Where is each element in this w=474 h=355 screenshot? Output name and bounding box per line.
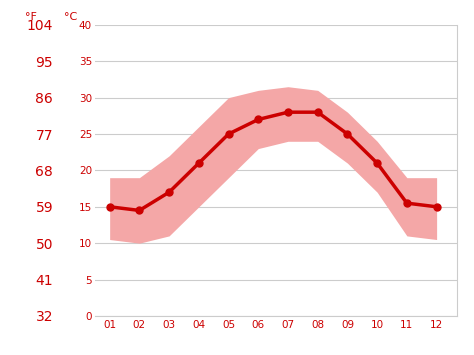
Text: °C: °C (64, 12, 77, 22)
Text: °F: °F (25, 12, 37, 22)
